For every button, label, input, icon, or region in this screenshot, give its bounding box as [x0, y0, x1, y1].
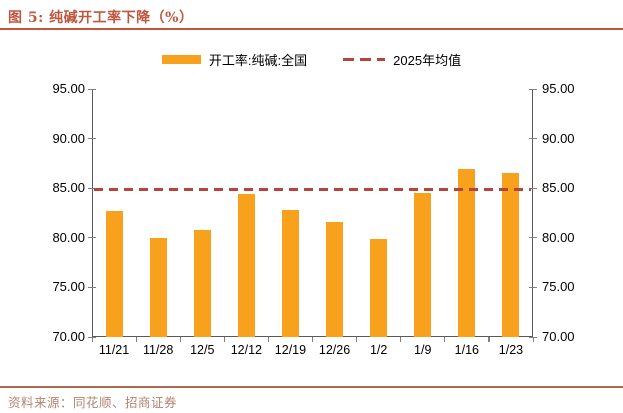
chart-legend: 开工率:纯碱:全国 2025年均值	[0, 50, 623, 68]
x-tickmark	[532, 337, 534, 342]
legend-bar-swatch-icon	[161, 54, 201, 64]
bar	[370, 238, 388, 337]
y-tickmark-right	[529, 286, 537, 289]
x-axis-label: 12/26	[318, 343, 351, 357]
x-tickmark	[135, 337, 137, 342]
y-axis-label-left: 95.00	[52, 81, 85, 96]
bar	[149, 237, 167, 337]
y-axis-label-left: 90.00	[52, 130, 85, 146]
x-axis-label: 1/23	[498, 343, 524, 357]
bar	[105, 211, 123, 337]
title-divider	[0, 28, 623, 31]
bar	[458, 169, 476, 337]
y-tickmark-left	[88, 88, 96, 90]
y-axis-label-right: 95.00	[542, 81, 575, 96]
footer-divider	[0, 386, 623, 389]
y-axis-label-right: 70.00	[542, 329, 575, 344]
bar	[502, 173, 520, 337]
bar	[193, 229, 211, 337]
x-axis-label: 11/21	[98, 343, 130, 357]
x-tickmark	[444, 337, 446, 342]
mean-dashed-line	[94, 187, 531, 191]
x-tickmark	[179, 337, 181, 342]
y-axis-label-right: 85.00	[542, 180, 575, 196]
x-axis-label: 12/5	[190, 343, 215, 357]
y-axis-label-left: 85.00	[52, 180, 85, 196]
figure-title: 图 5: 纯碱开工率下降（%）	[8, 10, 194, 26]
y-tickmark-right	[529, 237, 537, 239]
x-axis-label: 12/12	[230, 343, 262, 357]
y-axis-label-right: 90.00	[542, 130, 575, 146]
source-note: 资料来源：同花顺、招商证券	[8, 395, 178, 410]
y-tickmark-right	[529, 138, 537, 140]
x-axis-label: 11/28	[142, 343, 174, 357]
legend-dash-swatch-icon	[343, 57, 386, 61]
x-tickmark	[223, 337, 225, 342]
legend-line-label: 2025年均值	[393, 52, 462, 68]
y-axis-label-left: 80.00	[52, 229, 85, 245]
x-tickmark	[356, 337, 358, 342]
x-axis-label: 1/16	[454, 343, 480, 357]
y-axis-label-right: 75.00	[542, 279, 575, 295]
bar	[414, 193, 432, 337]
y-axis-label-right: 80.00	[542, 229, 575, 245]
y-tickmark-right	[529, 88, 537, 90]
y-tickmark-left	[88, 286, 96, 289]
x-axis-label: 1/2	[369, 343, 388, 357]
x-axis-label: 1/9	[414, 343, 432, 357]
plot-area	[92, 89, 533, 337]
legend-bar-label: 开工率:纯碱:全国	[208, 52, 308, 68]
x-tickmark	[400, 337, 402, 342]
bar	[281, 210, 299, 337]
y-axis-label-left: 70.00	[52, 329, 85, 344]
x-tickmark	[312, 337, 314, 342]
y-tickmark-left	[88, 138, 96, 140]
y-axis-label-left: 75.00	[52, 279, 85, 295]
x-tickmark	[267, 337, 270, 342]
x-tickmark	[488, 337, 490, 342]
y-tickmark-left	[88, 187, 96, 189]
x-axis-label: 12/19	[274, 343, 307, 357]
bar	[237, 194, 255, 337]
y-tickmark-right	[529, 187, 537, 189]
x-tickmark	[91, 337, 93, 342]
y-tickmark-left	[88, 237, 96, 239]
bar	[326, 221, 344, 337]
